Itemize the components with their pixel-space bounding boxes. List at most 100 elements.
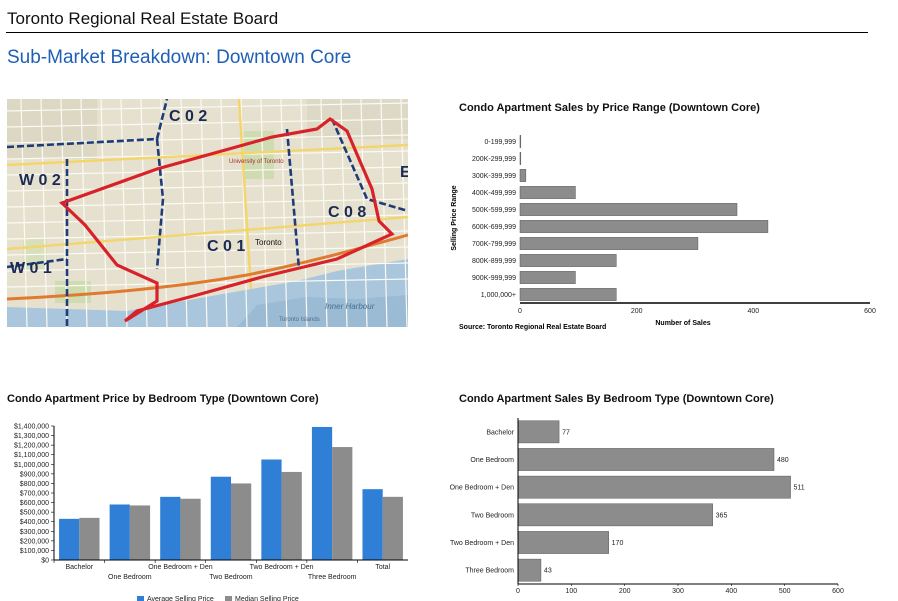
map-place-toronto: Toronto	[255, 238, 282, 247]
bedroom-price-category-label: Bachelor	[65, 564, 93, 571]
bedroom-price-y-tick: $400,000	[20, 519, 49, 526]
average-price-bar	[210, 476, 231, 560]
map-place-university: University of Toronto	[229, 159, 284, 165]
bedroom-sales-bar	[517, 503, 713, 527]
price-range-category-label: 500K-599,999	[472, 207, 516, 214]
price-range-category-label: 1,000,000+	[481, 292, 516, 299]
median-price-bar	[382, 496, 403, 560]
median-price-bar	[79, 517, 100, 560]
price-range-category-label: 600K-699,999	[472, 224, 516, 231]
bedroom-sales-bar	[517, 475, 791, 499]
average-price-bar	[109, 504, 130, 560]
bedroom-price-y-tick: $500,000	[20, 510, 49, 517]
bedroom-price-y-tick: $0	[41, 558, 49, 565]
bedroom-price-y-tick: $700,000	[20, 491, 49, 498]
bedroom-price-y-tick: $1,400,000	[14, 424, 49, 431]
bedroom-price-category-label: Three Bedroom	[308, 574, 357, 581]
bedroom-sales-x-tick: 400	[725, 588, 737, 595]
report-header-title: Toronto Regional Real Estate Board	[7, 9, 279, 28]
bedroom-price-y-tick: $1,200,000	[14, 443, 49, 450]
median-price-bar	[281, 471, 302, 560]
bedroom-sales-category-label: Three Bedroom	[465, 568, 514, 575]
price-range-chart: 0-199,999 200K-299,999 300K-399,999 400K-49…	[451, 135, 876, 331]
median-price-bar	[129, 505, 151, 560]
average-price-bar	[261, 459, 282, 560]
sub-market-map: C 0 2 W 0 2 C 0 1 C 0 8 W 0 1 E Universi…	[7, 99, 408, 327]
bedroom-sales-category-label: Two Bedroom	[471, 512, 514, 519]
bedroom-sales-category-label: Bachelor	[486, 429, 514, 436]
bedroom-sales-bar	[517, 420, 560, 444]
bedroom-price-y-tick: $900,000	[20, 471, 49, 478]
bedroom-sales-data-label: 511	[794, 485, 805, 492]
legend-swatch	[225, 596, 232, 601]
bedroom-sales-data-label: 43	[544, 568, 552, 575]
bedroom-price-chart: $0 $100,000 $200,000 $300,000 $400,000 $500,0…	[14, 424, 408, 601]
map-place-harbour: Inner Harbour	[325, 302, 375, 311]
price-range-x-tick: 0	[518, 308, 522, 315]
median-price-bar	[332, 447, 353, 560]
price-range-y-axis-label: Selling Price Range	[451, 185, 458, 250]
bedroom-price-y-tick: $1,100,000	[14, 452, 49, 459]
map-label-c08: C 0 8	[328, 204, 366, 221]
bedroom-sales-x-tick: 500	[779, 588, 791, 595]
price-range-bar	[519, 169, 527, 182]
legend-label: Average Selling Price	[147, 596, 214, 601]
bedroom-sales-x-tick: 100	[565, 588, 577, 595]
price-range-x-tick: 200	[631, 308, 643, 315]
average-price-bar	[59, 518, 80, 560]
bedroom-sales-bar	[517, 448, 775, 471]
median-price-bar	[180, 498, 201, 560]
bedroom-sales-data-label: 480	[777, 457, 789, 464]
price-range-category-label: 900K-999,999	[472, 275, 516, 282]
header-divider	[6, 32, 868, 33]
average-price-bar	[362, 489, 383, 560]
bedroom-price-y-tick: $1,300,000	[14, 433, 49, 440]
bedroom-price-chart-title: Condo Apartment Price by Bedroom Type (D…	[7, 393, 319, 405]
price-range-chart-title: Condo Apartment Sales by Price Range (Do…	[459, 102, 760, 114]
bedroom-sales-x-tick: 0	[516, 588, 520, 595]
bedroom-sales-data-label: 170	[612, 540, 624, 547]
bedroom-sales-category-label: One Bedroom + Den	[450, 485, 515, 492]
price-range-x-tick: 400	[747, 308, 759, 315]
map-label-c01: C 0 1	[207, 238, 245, 255]
price-range-bar	[519, 203, 738, 216]
price-range-x-axis-label: Number of Sales	[655, 320, 710, 327]
bedroom-price-y-tick: $300,000	[20, 529, 49, 536]
bedroom-sales-x-tick: 600	[832, 588, 844, 595]
map-label-c02: C 0 2	[169, 108, 207, 125]
bedroom-price-category-label: One Bedroom + Den	[148, 564, 213, 571]
average-price-bar	[160, 496, 181, 560]
price-range-bar	[519, 186, 576, 199]
bedroom-sales-category-label: One Bedroom	[470, 457, 514, 464]
bedroom-price-y-tick: $100,000	[20, 548, 49, 555]
bedroom-price-category-label: Total	[375, 564, 390, 571]
price-range-bar	[519, 135, 522, 148]
price-range-category-label: 0-199,999	[484, 139, 516, 146]
bedroom-price-category-label: One Bedroom	[108, 574, 152, 581]
bedroom-price-category-label: Two Bedroom	[209, 574, 252, 581]
price-range-bar	[519, 152, 522, 165]
average-price-bar	[311, 426, 333, 560]
price-range-x-tick: 600	[864, 308, 876, 315]
bedroom-sales-x-tick: 300	[672, 588, 684, 595]
bedroom-price-y-tick: $800,000	[20, 481, 49, 488]
price-range-category-label: 400K-499,999	[472, 190, 516, 197]
bedroom-sales-category-label: Two Bedroom + Den	[450, 540, 514, 547]
bedroom-price-y-tick: $1,000,000	[14, 462, 49, 469]
bedroom-sales-chart-title: Condo Apartment Sales By Bedroom Type (D…	[459, 393, 774, 405]
price-range-category-label: 800K-899,999	[472, 258, 516, 265]
bedroom-price-y-tick: $200,000	[20, 538, 49, 545]
price-range-bar	[519, 237, 699, 250]
bedroom-sales-data-label: 77	[562, 429, 570, 436]
bedroom-sales-x-tick: 200	[619, 588, 631, 595]
price-range-category-label: 700K-799,999	[472, 241, 516, 248]
legend-swatch	[137, 596, 144, 601]
map-label-w02: W 0 2	[19, 172, 61, 189]
median-price-bar	[231, 483, 252, 560]
bedroom-price-category-label: Two Bedroom + Den	[250, 564, 314, 571]
bedroom-sales-bar	[517, 531, 609, 554]
map-place-islands: Toronto Islands	[279, 317, 320, 323]
price-range-category-label: 200K-299,999	[472, 156, 516, 163]
bedroom-sales-bar	[517, 558, 542, 582]
price-range-source-note: Source: Toronto Regional Real Estate Boa…	[459, 324, 606, 331]
